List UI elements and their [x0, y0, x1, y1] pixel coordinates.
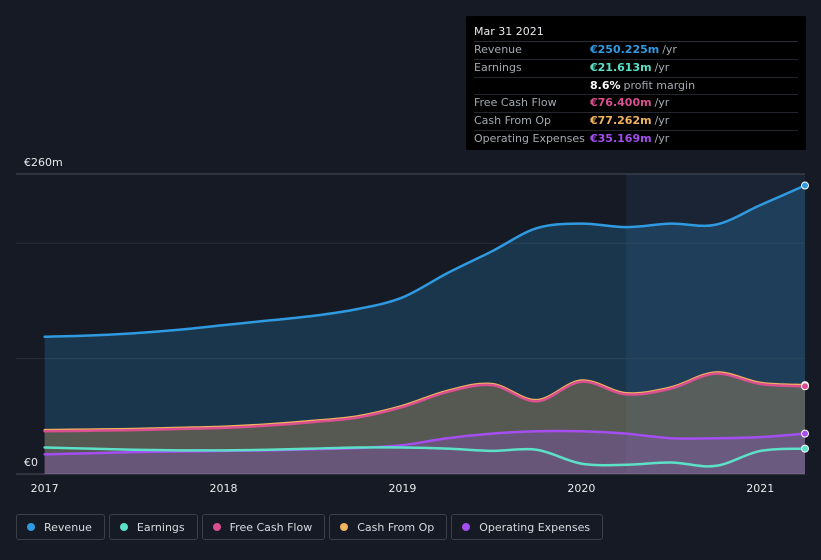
tooltip-value: 8.6% — [590, 78, 621, 92]
tooltip-value: €250.225m — [590, 43, 660, 56]
cash-from-op-area — [44, 372, 805, 474]
revenue-dot-icon — [27, 523, 35, 531]
x-tick-label: 2020 — [567, 482, 595, 495]
legend-item-revenue[interactable]: Revenue — [16, 514, 105, 540]
earnings-line — [43, 446, 807, 468]
free-cash-flow-end-point — [801, 382, 809, 391]
tooltip-label: Free Cash Flow — [474, 96, 557, 110]
tooltip-label — [474, 78, 590, 95]
earnings-end-point — [801, 444, 809, 453]
legend-item-cash-from-op[interactable]: Cash From Op — [329, 514, 448, 540]
operating-expenses-dot-icon — [462, 523, 471, 531]
legend-label: Operating Expenses — [479, 520, 591, 534]
tooltip-value: €76.400m — [590, 96, 652, 110]
x-tick-label: 2021 — [746, 482, 774, 495]
tooltip-unit: /yr — [654, 60, 670, 74]
tooltip-label: Operating Expenses — [474, 131, 585, 145]
tooltip-row-revenue: Revenue €250.225m /yr — [474, 42, 798, 60]
chart-area: €260m €0 2017 2018 2019 2020 2021 — [16, 156, 809, 495]
y-tick-label: €0 — [24, 456, 38, 469]
tooltip-value: €21.613m — [590, 60, 652, 74]
tooltip-label: Cash From Op — [474, 114, 552, 128]
tooltip-value: €77.262m — [590, 114, 652, 128]
tooltip-row-cash-from-op: Cash From Op €77.262m /yr — [474, 113, 798, 131]
y-tick-label: €260m — [24, 156, 63, 169]
legend-label: Free Cash Flow — [229, 520, 313, 534]
legend-item-operating-expenses[interactable]: Operating Expenses — [451, 514, 604, 540]
legend-label: Revenue — [44, 520, 92, 534]
tooltip-value: €35.169m — [590, 131, 652, 145]
free-cash-flow-dot-icon — [212, 523, 221, 531]
x-tick-label: 2018 — [210, 482, 238, 495]
tooltip-label: Earnings — [474, 60, 522, 74]
revenue-line — [43, 184, 807, 338]
tooltip-unit: /yr — [654, 96, 670, 110]
tooltip: Mar 31 2021 Revenue €250.225m /yr Earnin… — [466, 16, 806, 150]
legend-label: Cash From Op — [357, 520, 435, 534]
tooltip-row-free-cash-flow: Free Cash Flow €76.400m /yr — [474, 95, 798, 114]
tooltip-unit: /yr — [662, 43, 677, 56]
legend-item-earnings[interactable]: Earnings — [108, 514, 198, 540]
cash-from-op-dot-icon — [340, 523, 349, 531]
free-cash-flow-line — [43, 372, 807, 433]
revenue-area — [44, 185, 805, 475]
x-tick-label: 2017 — [31, 482, 59, 495]
tooltip-unit: profit margin — [623, 78, 696, 92]
tooltip-row-profit-margin: 8.6% profit margin — [474, 78, 798, 96]
tooltip-label: Revenue — [474, 43, 522, 56]
tooltip-unit: /yr — [654, 114, 670, 128]
tooltip-row-earnings: Earnings €21.613m /yr — [474, 60, 798, 78]
tooltip-unit: /yr — [654, 131, 670, 145]
legend-label: Earnings — [136, 520, 185, 534]
operating-expenses-area — [44, 431, 805, 474]
x-tick-label: 2019 — [388, 482, 416, 495]
tooltip-row-operating-expenses: Operating Expenses €35.169m /yr — [474, 131, 798, 148]
operating-expenses-end-point — [801, 429, 809, 438]
earnings-dot-icon — [119, 523, 128, 531]
legend: Revenue Earnings Free Cash Flow Cash Fro… — [16, 514, 604, 540]
tooltip-date: Mar 31 2021 — [474, 24, 798, 42]
legend-item-free-cash-flow[interactable]: Free Cash Flow — [201, 514, 326, 540]
revenue-end-point — [801, 181, 809, 190]
